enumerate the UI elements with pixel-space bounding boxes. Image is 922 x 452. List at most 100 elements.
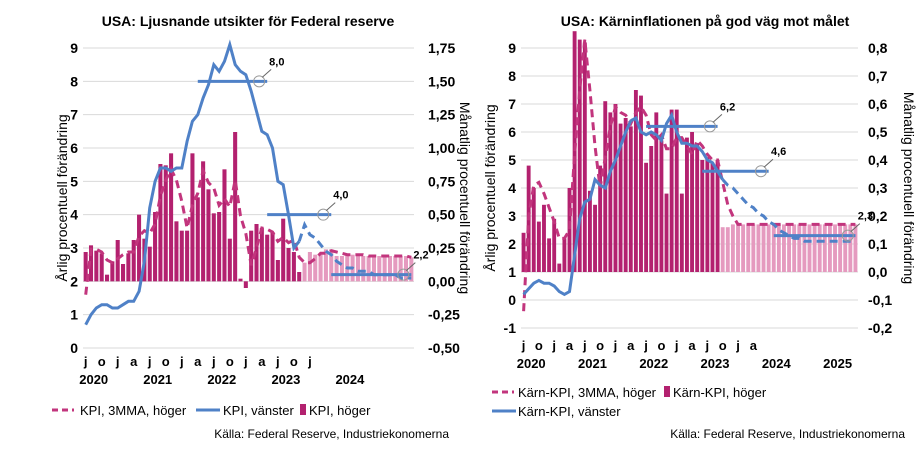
y-tick-right: 0,00 [428, 273, 455, 289]
bar-monthly [94, 250, 99, 282]
chart-left-source: Källa: Federal Reserve, Industriekonomer… [214, 427, 449, 441]
x-tick-month: o [226, 354, 234, 369]
x-tick-month: j [643, 338, 648, 353]
bar-monthly [249, 230, 254, 282]
line-3mma [522, 39, 856, 312]
bar-monthly [291, 252, 296, 282]
chart-right-annotations: 6,2 4,6 2,3 [646, 101, 873, 242]
bar-monthly [720, 227, 725, 272]
x-tick-month: a [627, 338, 635, 353]
chart-right-axes: -1 0 1 2 3 4 5 6 7 8 9 -0,2 -0,1 0,0 0,1 0,2 0,3 0,4 0,5 0,… [504, 40, 893, 371]
bar-monthly [827, 224, 832, 272]
bar-monthly [552, 218, 557, 272]
bar-monthly [163, 165, 168, 282]
bar-monthly [206, 189, 211, 282]
line-yoy-forecast [721, 178, 856, 243]
x-tick-month: j [275, 354, 280, 369]
bar-monthly [105, 274, 110, 282]
bar-monthly [339, 256, 344, 282]
x-tick-year: 2023 [701, 356, 730, 371]
bar-monthly [633, 90, 638, 272]
bar-monthly [334, 256, 339, 282]
x-tick-year: 2020 [79, 372, 108, 387]
annotation-leader [850, 223, 861, 232]
bar-monthly [725, 227, 730, 272]
bar-monthly [190, 153, 195, 282]
y-tick-right: 1,75 [428, 40, 455, 56]
annotation-marker [397, 268, 410, 281]
y-tick-right: 0,7 [868, 68, 888, 84]
x-tick-year: 2022 [639, 356, 668, 371]
x-tick-year: 2022 [207, 372, 236, 387]
y-tick-right: -0,1 [868, 292, 892, 308]
y-tick-left: 5 [508, 152, 516, 168]
bar-monthly [807, 224, 812, 272]
bar-monthly [761, 224, 766, 272]
bar-monthly [531, 188, 536, 272]
bar-monthly [270, 232, 275, 282]
bar-monthly [822, 224, 827, 272]
y-tick-left: 9 [508, 40, 516, 56]
y-tick-left: 9 [70, 40, 78, 56]
chart-right-source: Källa: Federal Reserve, Industriekonomer… [670, 427, 905, 441]
bar-monthly [695, 143, 700, 272]
bar-monthly [623, 118, 628, 272]
bar-monthly [787, 224, 792, 272]
bar-monthly [567, 188, 572, 272]
bar-monthly [802, 224, 807, 272]
x-tick-month: a [750, 338, 758, 353]
chart-right-title: USA: Kärninflationen på god väg mot måle… [561, 13, 850, 29]
annotation-label: 4,6 [771, 146, 786, 158]
bar-monthly [628, 126, 633, 273]
bar-monthly [848, 224, 853, 272]
x-tick-month: j [179, 354, 184, 369]
chart-left-gridlines [83, 47, 414, 349]
bar-monthly [403, 256, 409, 282]
bar-monthly [158, 164, 163, 282]
bar-monthly [281, 218, 286, 282]
bar-monthly [259, 228, 264, 282]
annotation-marker [317, 208, 330, 221]
bar-monthly [195, 197, 200, 282]
bar-monthly [153, 212, 158, 282]
bar-monthly [83, 252, 88, 282]
x-tick-month: o [162, 354, 170, 369]
bar-monthly [521, 232, 526, 272]
y-tick-left: 1 [70, 307, 78, 323]
y-tick-right: 1,00 [428, 140, 455, 156]
bar-monthly [313, 254, 318, 282]
bar-monthly [222, 169, 227, 282]
bar-monthly [99, 253, 104, 282]
bar-monthly [613, 104, 618, 272]
annotation-marker [754, 165, 767, 178]
bar-monthly [318, 254, 323, 282]
annotation-label: 8,0 [269, 56, 284, 68]
x-tick-month: j [674, 338, 679, 353]
bar-monthly [736, 224, 740, 272]
bar-monthly [366, 256, 371, 282]
bar-monthly [147, 246, 152, 282]
bar-monthly [766, 224, 771, 272]
x-tick-month: j [613, 338, 618, 353]
bar-monthly [618, 123, 623, 272]
annotation-label: 6,2 [720, 101, 735, 113]
annotation-marker [253, 75, 266, 88]
x-tick-year: 2024 [762, 356, 792, 371]
y-tick-right: 1,50 [428, 73, 455, 89]
bar-monthly [329, 249, 334, 282]
bar-monthly [669, 109, 674, 272]
bar-monthly [730, 224, 735, 272]
line-yoy [84, 39, 301, 326]
x-tick-month: o [98, 354, 106, 369]
legend-label-core-bar: Kärn-KPI, höger [673, 385, 767, 400]
bar-monthly [598, 165, 603, 272]
x-tick-month: j [582, 338, 587, 353]
x-tick-month: j [521, 338, 526, 353]
chart-right-ylabel-left: Årlig procentuell förändring [482, 104, 498, 271]
bar-monthly [201, 161, 206, 282]
bar-monthly [572, 31, 577, 273]
y-tick-left: 4 [70, 207, 78, 223]
x-tick-month: o [290, 354, 298, 369]
x-tick-month: a [130, 354, 138, 369]
